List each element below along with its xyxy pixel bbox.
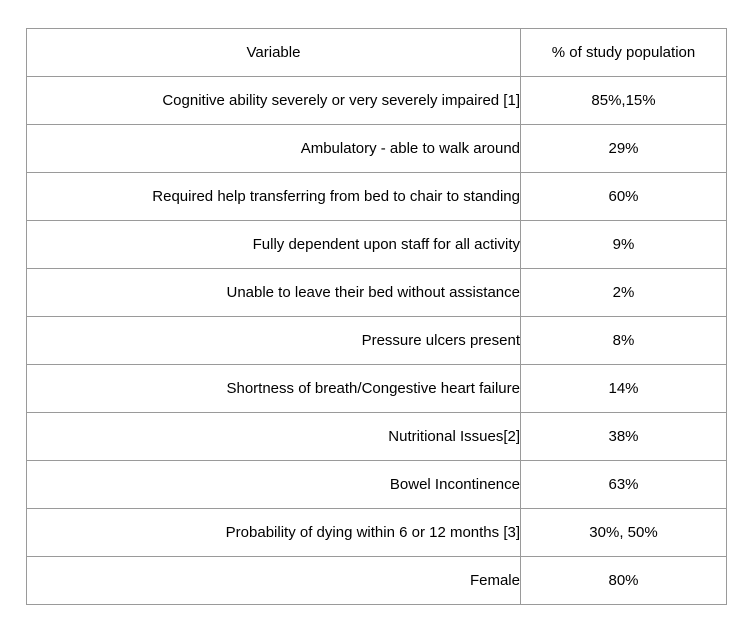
value-cell: 60% bbox=[520, 172, 727, 221]
value-cell: 9% bbox=[520, 220, 727, 269]
value-cell: 8% bbox=[520, 316, 727, 365]
variable-cell: Unable to leave their bed without assist… bbox=[26, 268, 521, 317]
variable-cell: Ambulatory - able to walk around bbox=[26, 124, 521, 173]
variable-cell: Cognitive ability severely or very sever… bbox=[26, 76, 521, 125]
table-row: Bowel Incontinence 63% bbox=[26, 460, 727, 509]
table-row: Fully dependent upon staff for all activ… bbox=[26, 220, 727, 269]
table-header-row: Variable % of study population bbox=[26, 28, 727, 77]
variable-cell: Probability of dying within 6 or 12 mont… bbox=[26, 508, 521, 557]
variable-cell: Shortness of breath/Congestive heart fai… bbox=[26, 364, 521, 413]
variable-cell: Fully dependent upon staff for all activ… bbox=[26, 220, 521, 269]
table-row: Probability of dying within 6 or 12 mont… bbox=[26, 508, 727, 557]
value-cell: 2% bbox=[520, 268, 727, 317]
value-cell: 63% bbox=[520, 460, 727, 509]
table-row: Shortness of breath/Congestive heart fai… bbox=[26, 364, 727, 413]
table-row: Unable to leave their bed without assist… bbox=[26, 268, 727, 317]
value-cell: 80% bbox=[520, 556, 727, 605]
study-population-table: Variable % of study population Cognitive… bbox=[26, 28, 727, 605]
variable-cell: Nutritional Issues[2] bbox=[26, 412, 521, 461]
variable-cell: Bowel Incontinence bbox=[26, 460, 521, 509]
value-cell: 85%,15% bbox=[520, 76, 727, 125]
variable-cell: Required help transferring from bed to c… bbox=[26, 172, 521, 221]
table-row: Required help transferring from bed to c… bbox=[26, 172, 727, 221]
table-row: Female 80% bbox=[26, 556, 727, 605]
value-cell: 14% bbox=[520, 364, 727, 413]
column-header-percent-of-study-population: % of study population bbox=[520, 28, 727, 77]
value-cell: 30%, 50% bbox=[520, 508, 727, 557]
table-row: Nutritional Issues[2] 38% bbox=[26, 412, 727, 461]
table-row: Ambulatory - able to walk around 29% bbox=[26, 124, 727, 173]
value-cell: 38% bbox=[520, 412, 727, 461]
table-row: Cognitive ability severely or very sever… bbox=[26, 76, 727, 125]
variable-cell: Female bbox=[26, 556, 521, 605]
table-row: Pressure ulcers present 8% bbox=[26, 316, 727, 365]
variable-cell: Pressure ulcers present bbox=[26, 316, 521, 365]
column-header-variable: Variable bbox=[26, 28, 521, 77]
value-cell: 29% bbox=[520, 124, 727, 173]
